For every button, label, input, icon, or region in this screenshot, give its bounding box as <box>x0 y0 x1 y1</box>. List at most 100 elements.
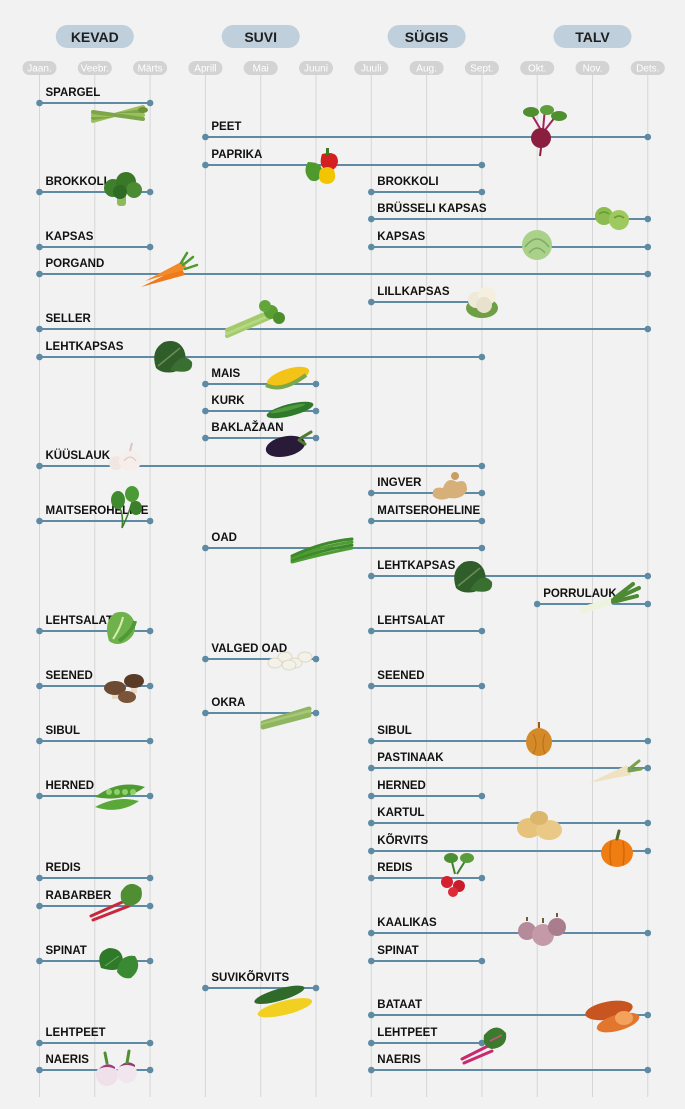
month-pill <box>243 61 278 75</box>
range-end-dot <box>146 737 154 745</box>
range-start-dot <box>368 847 375 855</box>
range-end-dot <box>478 188 486 196</box>
range-start-dot <box>368 764 375 772</box>
range-start-dot <box>368 215 375 223</box>
vegetable-label: KURK <box>211 395 245 407</box>
vegetable-label: BATAAT <box>377 999 422 1011</box>
range-start-dot <box>36 1066 43 1074</box>
range-start-dot <box>368 874 375 882</box>
row-lehtpeet: LEHTPEET <box>36 1027 154 1047</box>
vegetable-label: BROKKOLI <box>46 176 107 188</box>
row-maitseroheline: MAITSEROHELINE <box>36 486 154 529</box>
month-label: Sept. <box>470 64 493 75</box>
radishes-icon <box>441 853 474 897</box>
row-kartul: KARTUL <box>368 807 652 840</box>
row-kapsas: KAPSAS <box>368 230 652 260</box>
range-start-dot <box>368 1011 375 1019</box>
season-label: TALV <box>575 29 610 45</box>
vegetable-label: SPINAT <box>46 945 87 957</box>
range-end-dot <box>146 902 154 910</box>
range-end-dot <box>478 353 486 361</box>
range-end-dot <box>644 1066 652 1074</box>
spinach-icon <box>99 948 139 979</box>
range-start-dot <box>36 1039 43 1047</box>
row-redis: REDIS <box>36 862 154 882</box>
range-start-dot <box>36 270 43 278</box>
range-start-dot <box>533 600 541 608</box>
row-sibul: SIBUL <box>36 725 154 745</box>
vegetable-label: SPARGEL <box>46 87 101 99</box>
range-end-dot <box>146 1039 154 1047</box>
range-end-dot <box>644 572 652 580</box>
broccoli-icon <box>104 172 142 206</box>
range-start-dot <box>202 984 209 992</box>
range-end-dot <box>312 984 320 992</box>
range-end-dot <box>312 655 320 663</box>
peas-icon <box>95 784 145 810</box>
row-porrulauk: PORRULAUK <box>533 582 652 614</box>
range-end-dot <box>146 188 154 196</box>
month-pill <box>520 61 555 75</box>
vegetable-label: PAPRIKA <box>211 149 262 161</box>
row-spinat: SPINAT <box>368 945 486 965</box>
range-end-dot <box>478 627 486 635</box>
range-end-dot <box>644 764 652 772</box>
range-end-dot <box>312 434 320 442</box>
vegetable-label: BROKKOLI <box>377 176 438 188</box>
range-end-dot <box>644 133 652 141</box>
month-pill <box>299 61 333 75</box>
range-start-dot <box>368 929 375 937</box>
month-pill <box>188 61 223 75</box>
range-end-dot <box>644 215 652 223</box>
range-end-dot <box>478 462 486 470</box>
vegetable-label: NAERIS <box>46 1054 90 1066</box>
month-dets: Dets. <box>630 61 665 75</box>
range-end-dot <box>146 517 154 525</box>
chard-icon <box>460 1027 507 1065</box>
month-label: Okt. <box>528 64 546 75</box>
row-seened: SEENED <box>368 670 486 690</box>
vegetable-label: OKRA <box>211 697 245 709</box>
month-label: Dets. <box>636 64 659 75</box>
ginger-icon <box>432 472 467 500</box>
pumpkin-icon <box>601 829 633 867</box>
range-start-dot <box>36 627 43 635</box>
range-start-dot <box>368 792 375 800</box>
row-lehtkapsas: LEHTKAPSAS <box>368 560 652 593</box>
row-brokkoli: BROKKOLI <box>36 172 154 206</box>
range-start-dot <box>368 627 375 635</box>
range-end-dot <box>644 819 652 827</box>
vegetable-label: REDIS <box>46 862 81 874</box>
row-maitseroheline: MAITSEROHELINE <box>368 505 486 525</box>
peppers-icon <box>305 148 338 184</box>
vegetable-label: LEHTSALAT <box>46 615 114 627</box>
zucchini-icon <box>254 985 313 1018</box>
range-end-dot <box>146 874 154 882</box>
range-start-dot <box>36 792 43 800</box>
row-suvik-rvits: SUVIKÕRVITS <box>202 971 320 1018</box>
kale-icon <box>454 561 493 593</box>
range-end-dot <box>478 874 486 882</box>
month-pill <box>22 61 57 75</box>
range-end-dot <box>644 737 652 745</box>
row-seller: SELLER <box>36 300 652 338</box>
range-start-dot <box>202 133 209 141</box>
range-start-dot <box>368 819 375 827</box>
vegetable-label: LEHTSALAT <box>377 615 445 627</box>
range-start-dot <box>368 489 375 497</box>
month-mai: Mai <box>243 61 278 75</box>
vegetable-label: MAITSEROHELINE <box>377 505 480 517</box>
row-okra: OKRA <box>202 697 320 730</box>
row-peet: PEET <box>202 105 652 157</box>
turnips-icon <box>96 1049 137 1086</box>
kale-icon <box>154 341 193 373</box>
month-label: Jaan. <box>27 64 51 75</box>
vegetable-label: INGVER <box>377 477 422 489</box>
beet-icon <box>523 105 567 157</box>
month-label: Juuni <box>304 64 328 75</box>
cauliflower-icon <box>466 287 498 318</box>
range-start-dot <box>36 99 43 107</box>
vegetable-label: BRÜSSELI KAPSAS <box>377 202 487 215</box>
vegetable-label: LEHTKAPSAS <box>377 560 455 572</box>
range-end-dot <box>146 243 154 251</box>
